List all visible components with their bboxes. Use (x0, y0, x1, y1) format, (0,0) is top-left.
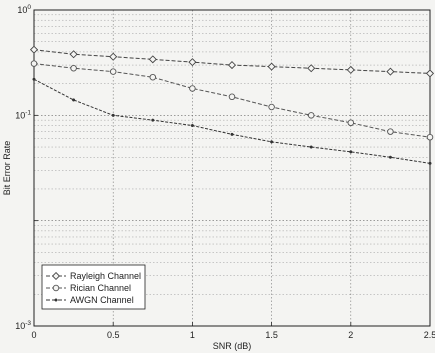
series-rayleigh-channel (29, 45, 435, 78)
legend-label: AWGN Channel (70, 295, 134, 305)
data-point (425, 69, 435, 78)
legend-item: Rician Channel (46, 283, 131, 293)
data-point (307, 112, 315, 119)
x-tick-label: 2.5 (424, 330, 435, 340)
data-point (347, 119, 355, 127)
series-awgn-channel (32, 77, 432, 165)
y-tick-label: 10-1 (15, 109, 31, 120)
series-rician-channel (30, 60, 434, 141)
data-point (270, 140, 274, 144)
data-point (70, 64, 77, 72)
data-point (426, 133, 434, 141)
data-point (52, 284, 60, 292)
legend-label: Rician Channel (70, 283, 131, 293)
data-point (148, 55, 157, 64)
data-point (307, 64, 316, 73)
data-point (267, 62, 276, 71)
data-point (111, 113, 115, 117)
data-point (387, 128, 394, 135)
data-point (228, 93, 236, 101)
y-tick-label: 100 (17, 4, 31, 15)
data-point (51, 271, 61, 281)
data-point (428, 161, 432, 165)
y-tick-label: 10-3 (15, 320, 31, 331)
data-point (72, 98, 76, 102)
data-point (149, 73, 157, 81)
data-point (109, 52, 118, 61)
data-point (109, 68, 117, 75)
data-point (69, 50, 78, 59)
data-point (29, 45, 39, 54)
axis-ticks: 0 0.5 1 1.5 2 2.5 100 10-1 10-3 (15, 4, 435, 340)
data-point (388, 155, 392, 159)
legend-label: Rayleigh Channel (70, 271, 141, 281)
data-point (230, 132, 234, 136)
x-tick-label: 0 (31, 330, 36, 340)
x-tick-label: 0.5 (107, 330, 120, 340)
legend-box (41, 264, 146, 310)
data-point (54, 298, 58, 302)
plot-area (33, 9, 431, 327)
x-axis-label: SNR (dB) (213, 341, 252, 351)
legend-item: AWGN Channel (46, 295, 134, 305)
series-lines (29, 45, 435, 165)
legend-item: Rayleigh Channel (46, 271, 141, 281)
y-axis-label: Bit Error Rate (2, 141, 12, 196)
x-tick-label: 1.5 (265, 330, 278, 340)
data-point (30, 60, 38, 67)
data-point (309, 145, 313, 149)
data-point (227, 61, 237, 70)
legend: Rayleigh Channel Rician Channel AWGN Chann… (41, 264, 146, 310)
data-point (189, 85, 196, 92)
data-point (190, 123, 194, 128)
data-point (151, 118, 155, 122)
data-point (386, 67, 395, 76)
data-point (349, 150, 353, 154)
x-tick-label: 1 (190, 330, 195, 340)
x-tick-label: 2 (348, 330, 353, 340)
data-point (268, 103, 275, 111)
data-point (32, 77, 36, 81)
data-point (188, 58, 197, 67)
data-point (346, 65, 355, 74)
